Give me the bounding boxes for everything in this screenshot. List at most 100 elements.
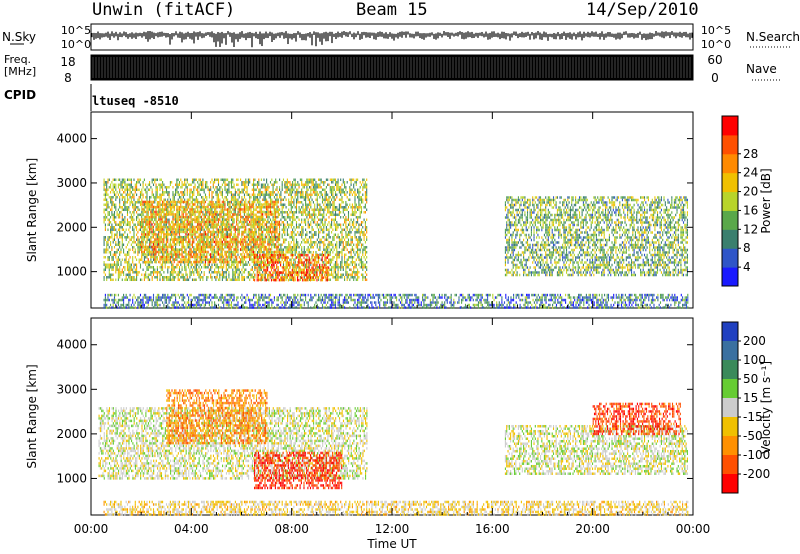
heatmap-cell: [143, 256, 145, 259]
heatmap-cell: [113, 263, 116, 267]
heatmap-cell: [263, 276, 265, 279]
heatmap-cell: [241, 198, 243, 202]
heatmap-cell: [310, 216, 312, 219]
heatmap-cell: [159, 188, 161, 192]
heatmap-cell: [358, 276, 360, 279]
heatmap-cell: [121, 226, 123, 229]
heatmap-cell: [181, 186, 183, 189]
heatmap-cell: [159, 201, 161, 204]
cpid-label: CPID: [4, 88, 37, 102]
heatmap-cell: [124, 268, 126, 272]
heatmap-cell: [164, 248, 166, 252]
heatmap-cell: [337, 253, 339, 257]
heatmap-cell: [332, 206, 334, 209]
heatmap-cell: [323, 271, 325, 274]
heatmap-cell: [133, 276, 135, 279]
heatmap-cell: [340, 268, 342, 272]
heatmap-cell: [136, 276, 138, 279]
heatmap-cell: [130, 196, 132, 199]
heatmap-cell: [216, 238, 218, 242]
heatmap-cell: [346, 181, 348, 184]
heatmap-cell: [124, 221, 126, 224]
heatmap-cell: [301, 218, 303, 222]
heatmap-cell: [325, 251, 327, 254]
heatmap-cell: [237, 201, 239, 204]
heatmap-cell: [104, 236, 106, 239]
heatmap-cell: [182, 278, 184, 282]
heatmap-cell: [130, 276, 132, 279]
heatmap-cell: [328, 201, 330, 204]
heatmap-cell: [238, 256, 240, 259]
heatmap-cell: [193, 251, 195, 254]
heatmap-cell: [286, 221, 288, 224]
heatmap-cell: [341, 191, 343, 194]
heatmap-cell: [333, 223, 335, 227]
heatmap-cell: [286, 246, 288, 249]
heatmap-cell: [331, 243, 333, 247]
heatmap-cell: [238, 278, 240, 282]
heatmap-cell: [321, 216, 324, 219]
heatmap-cell: [121, 193, 123, 197]
heatmap-cell: [156, 271, 158, 274]
heatmap-cell: [129, 216, 131, 219]
heatmap-cell: [107, 188, 109, 192]
heatmap-cell: [184, 276, 186, 279]
heatmap-cell: [116, 268, 118, 272]
heatmap-cell: [164, 218, 166, 222]
heatmap-cell: [184, 216, 186, 219]
heatmap-cell: [104, 213, 106, 217]
heatmap-cell: [225, 263, 227, 267]
heatmap-cell: [308, 231, 311, 234]
heatmap-cell: [129, 226, 131, 229]
heatmap-cell: [319, 203, 321, 207]
heatmap-cell: [103, 251, 105, 254]
heatmap-cell: [324, 201, 326, 204]
heatmap-cell: [264, 228, 266, 232]
heatmap-cell: [228, 251, 230, 254]
heatmap-cell: [137, 208, 139, 212]
heatmap-cell: [197, 268, 199, 272]
heatmap-cell: [321, 261, 324, 264]
heatmap-cell: [215, 271, 217, 274]
heatmap-cell: [117, 183, 119, 187]
heatmap-cell: [327, 233, 329, 237]
heatmap-cell: [331, 178, 333, 182]
heatmap-cell: [318, 233, 320, 237]
heatmap-cell: [302, 231, 304, 234]
heatmap-cell: [260, 268, 262, 272]
heatmap-cell: [262, 278, 264, 282]
heatmap-cell: [106, 266, 108, 269]
heatmap-cell: [251, 188, 253, 192]
heatmap-cell: [354, 196, 356, 199]
heatmap-cell: [216, 218, 218, 222]
heatmap-cell: [195, 178, 197, 182]
heatmap-cell: [350, 181, 352, 184]
heatmap-cell: [134, 186, 136, 189]
heatmap-cell: [169, 198, 171, 202]
heatmap-cell: [216, 196, 218, 199]
heatmap-cell: [172, 253, 174, 257]
heatmap-cell: [315, 181, 317, 184]
heatmap-cell: [201, 181, 203, 184]
heatmap-cell: [130, 213, 132, 217]
heatmap-cell: [180, 178, 182, 182]
heatmap-cell: [341, 248, 343, 252]
heatmap-cell: [195, 216, 197, 219]
heatmap-cell: [147, 213, 149, 217]
heatmap-cell: [126, 263, 129, 267]
heatmap-cell: [271, 193, 273, 197]
heatmap-cell: [301, 183, 303, 187]
heatmap-cell: [216, 248, 218, 252]
heatmap-cell: [168, 218, 170, 222]
heatmap-cell: [337, 251, 339, 254]
heatmap-cell: [113, 253, 116, 257]
heatmap-cell: [358, 256, 360, 259]
heatmap-cell: [119, 183, 121, 187]
heatmap-cell: [240, 271, 242, 274]
heatmap-cell: [350, 206, 352, 209]
heatmap-cell: [314, 193, 316, 197]
heatmap-cell: [181, 191, 183, 194]
heatmap-cell: [138, 181, 140, 184]
heatmap-cell: [134, 226, 136, 229]
heatmap-cell: [154, 198, 156, 202]
